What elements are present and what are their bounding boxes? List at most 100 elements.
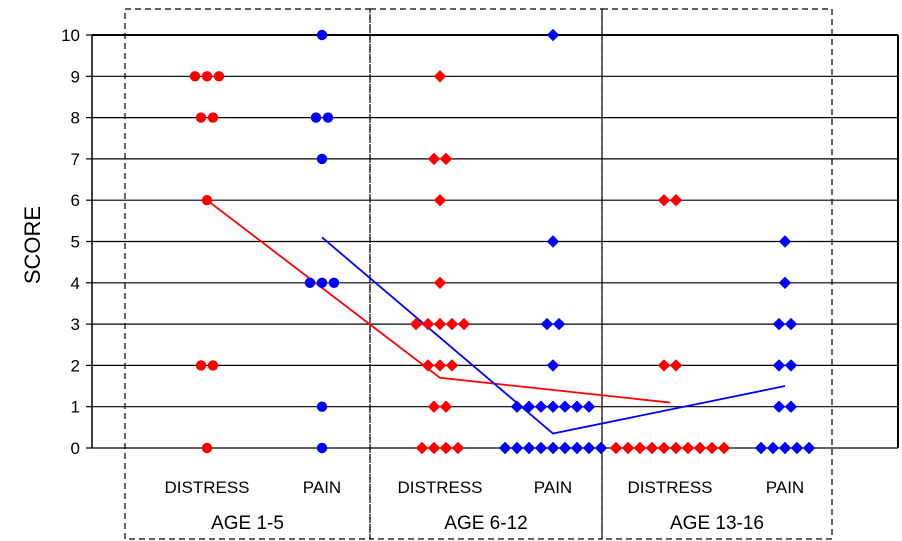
y-tick-label: 5	[71, 233, 80, 252]
y-tick-label: 9	[71, 67, 80, 86]
data-point	[594, 441, 608, 455]
y-tick-label: 1	[71, 398, 80, 417]
data-point	[570, 400, 584, 413]
data-point	[570, 441, 584, 455]
age-group-box	[601, 8, 833, 540]
distress-mean-line	[206, 199, 671, 404]
data-point	[213, 71, 225, 82]
data-point	[421, 359, 435, 372]
data-point	[415, 441, 429, 455]
data-point	[772, 317, 786, 331]
data-point	[546, 28, 560, 42]
data-point	[433, 194, 447, 207]
data-point	[766, 441, 780, 455]
data-point	[439, 441, 453, 455]
y-tick-label: 6	[71, 191, 80, 210]
y-tick-label: 7	[71, 150, 80, 169]
data-point	[778, 235, 792, 248]
data-point	[582, 441, 596, 455]
y-tick-label: 0	[71, 439, 80, 458]
data-point	[316, 442, 328, 454]
data-point	[409, 317, 423, 331]
data-point	[633, 441, 647, 455]
data-point	[669, 441, 683, 455]
data-point	[498, 441, 512, 455]
data-point	[778, 441, 792, 455]
data-point	[669, 194, 683, 207]
data-point	[705, 441, 719, 455]
data-point	[439, 152, 453, 166]
data-point	[427, 152, 441, 166]
x-category-label: DISTRESS	[627, 478, 712, 497]
age-group-box	[369, 8, 603, 540]
data-point	[534, 400, 548, 413]
data-point	[510, 441, 524, 455]
age-group-label: AGE 1-5	[211, 513, 284, 534]
data-point	[445, 317, 459, 331]
x-category-label: PAIN	[303, 478, 341, 497]
y-tick-label: 8	[71, 109, 80, 128]
data-point	[784, 317, 798, 331]
data-point	[316, 277, 328, 288]
data-point	[657, 194, 671, 207]
data-point	[681, 441, 695, 455]
data-point	[754, 441, 768, 455]
x-category-label: PAIN	[766, 478, 804, 497]
x-category-label: DISTRESS	[397, 478, 482, 497]
data-point	[693, 441, 707, 455]
data-points	[189, 28, 816, 455]
data-point	[552, 317, 566, 331]
data-point	[784, 359, 798, 372]
y-axis-label: SCORE	[20, 206, 45, 284]
data-point	[189, 71, 201, 82]
mean-lines	[206, 199, 786, 435]
data-point	[717, 441, 731, 455]
data-point	[439, 400, 453, 413]
data-point	[582, 400, 596, 413]
data-point	[558, 400, 572, 413]
data-point	[451, 441, 465, 455]
data-point	[421, 317, 435, 331]
data-point	[546, 400, 560, 413]
data-point	[427, 400, 441, 413]
data-point	[540, 317, 554, 331]
data-point	[195, 112, 207, 123]
data-point	[316, 401, 328, 412]
x-category-label: DISTRESS	[164, 478, 249, 497]
data-point	[546, 359, 560, 372]
data-point	[201, 442, 213, 454]
data-point	[316, 153, 328, 165]
data-point	[207, 360, 219, 371]
data-point	[790, 441, 804, 455]
data-point	[433, 276, 447, 289]
y-tick-label: 3	[71, 315, 80, 334]
data-point	[669, 359, 683, 372]
y-tick-labels: 0 1 2 3 4 5 6 7 8 9 10	[61, 26, 80, 458]
data-point	[522, 400, 536, 413]
x-labels: DISTRESS PAIN AGE 1-5 DISTRESS PAIN AGE 6-12 D…	[164, 478, 804, 534]
data-point	[657, 359, 671, 372]
data-point	[609, 441, 623, 455]
data-point	[546, 235, 560, 248]
data-point	[546, 441, 560, 455]
pain-mean-line	[321, 236, 786, 435]
data-point	[201, 71, 213, 82]
data-point	[558, 441, 572, 455]
data-point	[427, 441, 441, 455]
data-point	[784, 400, 798, 413]
data-point	[772, 359, 786, 372]
y-tick-label: 4	[71, 274, 80, 293]
data-point	[522, 441, 536, 455]
data-point	[645, 441, 659, 455]
gridlines	[86, 34, 899, 449]
x-category-label: PAIN	[534, 478, 572, 497]
age-group-box	[124, 8, 371, 540]
data-point	[778, 276, 792, 289]
data-point	[510, 400, 524, 413]
data-point	[621, 441, 635, 455]
data-point	[657, 441, 671, 455]
data-point	[322, 112, 334, 123]
age-group-boxes	[124, 8, 833, 540]
data-point	[195, 360, 207, 371]
